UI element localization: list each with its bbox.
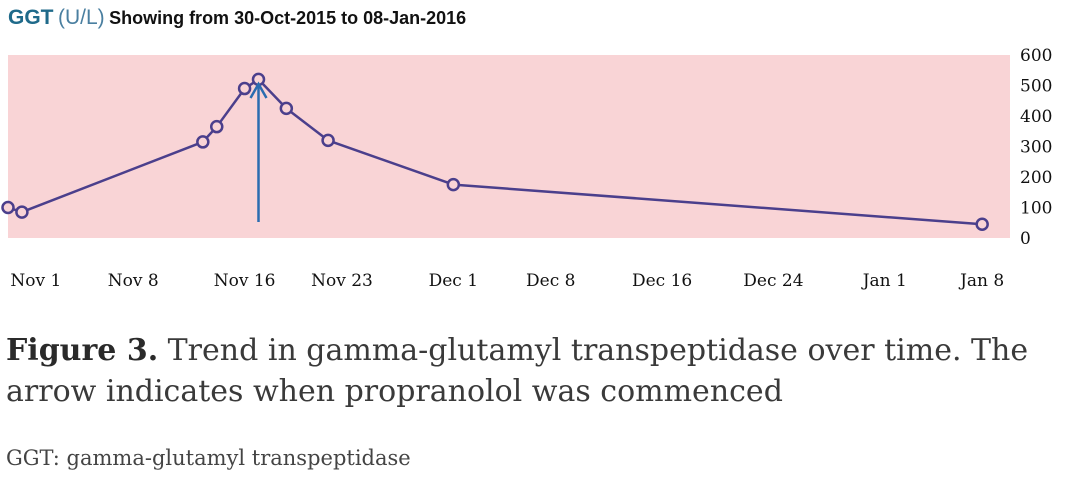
plot-background [8,55,1010,238]
series-line [7,78,983,226]
figure-caption: Figure 3. Trend in gamma-glutamyl transp… [6,330,1066,412]
x-tick-label: Nov 16 [214,271,276,291]
x-tick-label: Dec 8 [526,271,575,291]
figure-footnote: GGT: gamma-glutamyl transpeptidase [6,446,411,470]
annotation-group [249,81,268,222]
y-tick-label: 500 [1020,77,1052,97]
x-tick-label: Nov 8 [108,271,159,291]
x-tick-label: Dec 1 [429,271,478,291]
x-tick-label: Jan 1 [861,271,907,291]
data-point [1,200,15,215]
y-tick-label: 200 [1020,168,1052,188]
x-tick-label: Jan 8 [958,271,1004,291]
data-point [196,135,210,149]
data-point [15,205,29,219]
y-tick-label: 0 [1020,229,1031,249]
chart-title: GGT [8,6,54,29]
y-axis: 0 100 200 300 400 500 600 [1020,46,1052,249]
x-tick-label: Dec 24 [743,271,803,291]
data-point [279,101,294,116]
x-tick-label: Dec 16 [632,271,692,291]
y-tick-label: 100 [1020,199,1052,219]
y-tick-label: 600 [1020,46,1052,66]
x-axis: Nov 1 Nov 8 Nov 16 Nov 23 Dec 1 Dec 8 Dec 16 De… [10,271,1004,291]
data-point [210,119,224,134]
chart-date-range: Showing from 30-Oct-2015 to 08-Jan-2016 [109,8,467,28]
series-group [1,72,989,232]
data-point [321,133,335,148]
data-point [975,217,989,232]
data-point [446,177,461,192]
x-tick-label: Nov 23 [311,271,373,291]
chart-header: GGT (U/L) Showing from 30-Oct-2015 to 08… [8,6,466,30]
x-tick-label: Nov 1 [10,271,61,291]
figure-caption-text: Trend in gamma-glutamyl transpeptidase o… [6,333,1029,409]
arrow-head [249,81,268,99]
figure-label: Figure 3. [6,333,159,368]
data-point [237,81,252,96]
y-tick-label: 300 [1020,138,1052,158]
y-tick-label: 400 [1020,107,1052,127]
chart-unit: (U/L) [57,6,105,29]
